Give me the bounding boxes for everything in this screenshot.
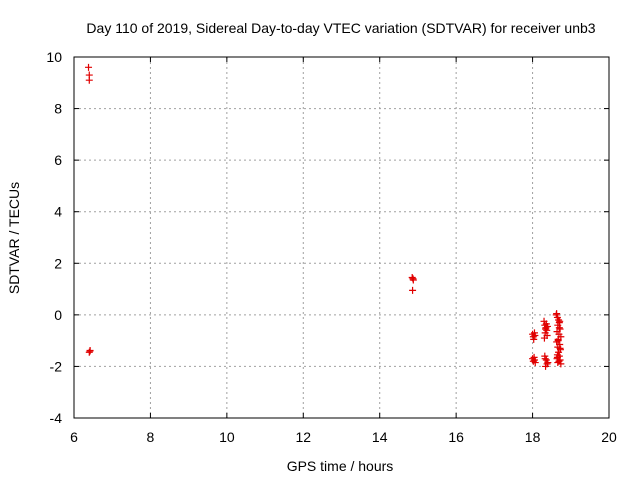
data-point <box>409 276 417 284</box>
data-point <box>85 63 93 71</box>
data-point <box>553 353 561 361</box>
y-tick-label: 6 <box>54 152 62 168</box>
tick-labels: 6 8 10 12 14 16 18 20 -4 -2 0 2 4 6 8 10 <box>46 49 617 445</box>
grid-lines <box>74 57 609 418</box>
y-tick-label: 0 <box>54 307 62 323</box>
data-points <box>85 63 565 370</box>
data-point <box>86 346 94 354</box>
data-point <box>409 286 417 294</box>
data-point <box>85 76 93 84</box>
data-point <box>557 360 565 368</box>
y-axis-label: SDTVAR / TECUs <box>6 182 22 294</box>
x-tick-label: 10 <box>219 429 235 445</box>
data-point <box>542 362 550 370</box>
chart-title: Day 110 of 2019, Sidereal Day-to-day VTE… <box>86 20 595 36</box>
x-tick-label: 20 <box>601 429 617 445</box>
x-tick-label: 6 <box>70 429 78 445</box>
data-point <box>556 344 564 352</box>
y-tick-label: 2 <box>54 255 62 271</box>
data-point <box>531 359 539 367</box>
data-point <box>555 324 563 332</box>
x-axis-label: GPS time / hours <box>287 458 394 474</box>
x-tick-label: 8 <box>147 429 155 445</box>
y-tick-label: 8 <box>54 101 62 117</box>
data-point <box>531 331 539 339</box>
x-tick-label: 16 <box>448 429 464 445</box>
y-tick-label: -2 <box>50 358 63 374</box>
x-tick-label: 12 <box>295 429 311 445</box>
data-point <box>530 353 538 361</box>
y-tick-label: -4 <box>50 410 63 426</box>
data-point <box>541 355 549 363</box>
data-point <box>556 317 564 325</box>
data-point <box>543 322 551 330</box>
data-point <box>544 359 552 367</box>
data-point <box>553 310 561 318</box>
data-point <box>85 348 93 356</box>
x-tick-label: 14 <box>372 429 388 445</box>
data-point <box>530 335 538 343</box>
axis-ticks <box>73 56 610 419</box>
data-point <box>554 337 562 345</box>
data-point <box>540 334 548 342</box>
plot-frame <box>73 56 610 419</box>
x-tick-label: 18 <box>525 429 541 445</box>
y-tick-label: 10 <box>46 49 62 65</box>
y-tick-label: 4 <box>54 204 62 220</box>
